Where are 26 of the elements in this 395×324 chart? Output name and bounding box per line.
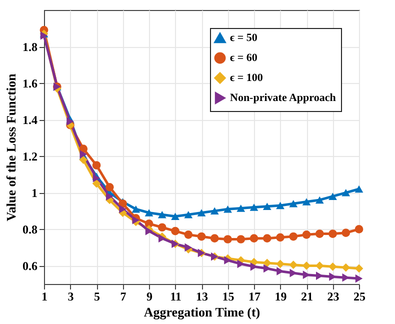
legend-label: ϵ = 100 <box>230 72 264 84</box>
y-tick-label: 0.6 <box>22 259 38 274</box>
x-tick-label: 1 <box>42 290 48 304</box>
x-tick-label: 19 <box>274 290 287 304</box>
x-tick-label: 23 <box>327 290 340 304</box>
legend-label: ϵ = 50 <box>230 32 258 44</box>
legend-label: ϵ = 60 <box>230 52 258 64</box>
x-tick-label: 3 <box>68 290 74 304</box>
x-tick-label: 25 <box>354 290 366 304</box>
x-tick-label: 5 <box>94 290 100 304</box>
y-tick-label: 1.8 <box>22 40 38 54</box>
x-tick-label: 17 <box>248 290 260 304</box>
x-tick-label: 11 <box>170 290 182 304</box>
y-tick-label: 0.8 <box>22 222 38 237</box>
x-tick-label: 13 <box>196 290 208 304</box>
x-tick-label: 21 <box>301 290 313 304</box>
x-tick-label: 15 <box>222 290 234 304</box>
y-tick-label: 1.4 <box>22 113 38 128</box>
y-tick-label: 1.6 <box>22 76 38 91</box>
x-tick-label: 7 <box>120 290 126 304</box>
y-tick-label: 1 <box>32 186 38 200</box>
y-tick-label: 1.2 <box>22 150 38 164</box>
legend-label: Non-private Approach <box>230 92 336 104</box>
x-tick-label: 9 <box>146 290 152 304</box>
y-axis-title: Value of the Loss Function <box>4 72 18 222</box>
x-axis-title: Aggregation Time (t) <box>144 304 260 320</box>
